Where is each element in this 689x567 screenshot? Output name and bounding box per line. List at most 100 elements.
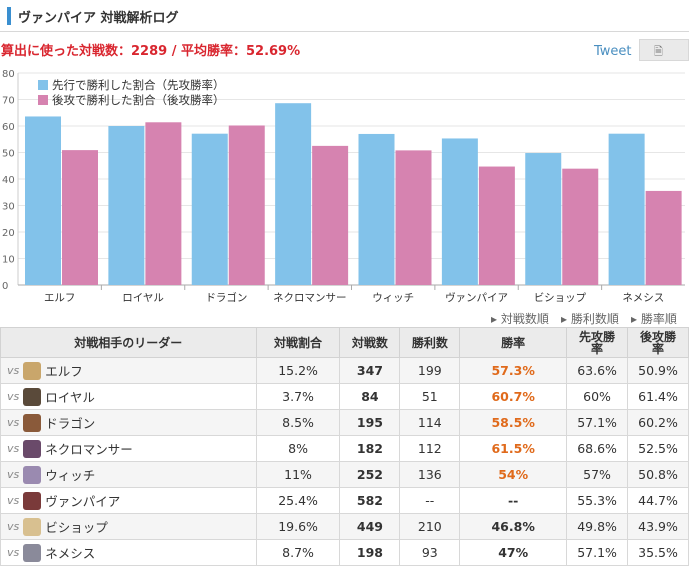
bar-second [228,125,265,285]
leader-cell[interactable]: vs ロイヤル [0,383,257,410]
col-header-winrate: 勝率 [459,327,568,358]
sort-by-winrate-link[interactable]: ▸ 勝率順 [631,312,677,326]
leader-cell[interactable]: vs ドラゴン [0,409,257,436]
leader-cell[interactable]: vs エルフ [0,357,257,384]
matches-cell: 252 [339,461,401,488]
wins-cell: 112 [399,435,461,462]
winrate-chart: 0 10 20 30 40 50 60 70 80 エルフ ロイヤル ドラゴン ネクロマンサー ウィッチ ヴ… [2,69,685,304]
share-cell: 15.2% [255,357,341,384]
second-winrate-cell: 35.5% [627,539,689,566]
legend-label: 後攻で勝利した割合（後攻勝率） [52,93,225,107]
matches-cell: 198 [339,539,401,566]
bar-second [62,150,98,285]
vs-label: vs [7,468,20,481]
wins-cell: 93 [399,539,461,566]
winrate-cell: 57.3% [459,357,568,384]
col-header-second-winrate: 後攻勝 率 [627,327,689,358]
sort-by-matches-link[interactable]: ▸ 対戦数順 [491,312,549,326]
leader-name: ネクロマンサー [45,442,133,457]
table-row: vs ロイヤル 3.7% 84 51 60.7% 60% 61.4% [0,383,689,410]
leader-name: ウィッチ [45,468,96,483]
leader-cell[interactable]: vs ネクロマンサー [0,435,257,462]
leader-name: ビショップ [45,520,108,535]
first-winrate-cell: 68.6% [566,435,629,462]
x-tick-label: ネメシス [622,292,664,304]
x-tick-label: ドラゴン [205,291,247,304]
vs-label: vs [7,416,20,429]
first-winrate-cell: 57.1% [566,539,629,566]
bar-first [191,133,228,285]
y-tick-label: 50 [2,149,15,160]
first-winrate-cell: 55.3% [566,487,629,514]
sort-by-wins-link[interactable]: ▸ 勝利数順 [561,312,619,326]
wins-cell: 136 [399,461,461,488]
wins-cell: 199 [399,357,461,384]
first-winrate-cell: 60% [566,383,629,410]
share-cell: 25.4% [255,487,341,514]
leader-cell[interactable]: vs ウィッチ [0,461,257,488]
winrate-cell: 60.7% [459,383,568,410]
table-row: vs エルフ 15.2% 347 199 57.3% 63.6% 50.9% [0,357,689,384]
share-button[interactable]: 🗎 [639,39,689,61]
share-cell: 8% [255,435,341,462]
bar-first [108,126,145,285]
wins-cell: 51 [399,383,461,410]
table-row: vs ヴァンパイア 25.4% 582 -- -- 55.3% 44.7% [0,487,689,514]
first-winrate-cell: 63.6% [566,357,629,384]
leader-avatar [23,543,42,562]
leader-avatar [23,361,42,380]
x-tick-label: ロイヤル [122,292,164,304]
wins-cell: 210 [399,513,461,540]
table-row: vs ウィッチ 11% 252 136 54% 57% 50.8% [0,461,689,488]
leader-avatar [23,413,42,432]
share-cell: 19.6% [255,513,341,540]
winrate-cell: 61.5% [459,435,568,462]
leader-name: ネメシス [45,546,96,561]
winrate-cell: 54% [459,461,568,488]
leader-cell[interactable]: vs ビショップ [0,513,257,540]
table-row: vs ネメシス 8.7% 198 93 47% 57.1% 35.5% [0,539,689,566]
wins-cell: 114 [399,409,461,436]
matches-cell: 84 [339,383,401,410]
leader-cell[interactable]: vs ヴァンパイア [0,487,257,514]
bar-first [441,138,478,285]
winrate-cell: 58.5% [459,409,568,436]
y-tick-label: 70 [2,96,15,107]
y-tick-label: 20 [2,228,15,239]
y-tick-label: 30 [2,202,15,213]
leader-cell[interactable]: vs ネメシス [0,539,257,566]
bar-first [525,153,562,285]
leader-name: エルフ [45,364,83,379]
winrate-cell: -- [459,487,568,514]
x-tick-label: ビショップ [534,292,587,304]
leader-name: ヴァンパイア [45,494,121,509]
summary-text: 算出に使った対戦数：2289 / 平均勝率：52.69% [1,44,301,59]
bar-second [145,122,182,285]
sort-links: ▸ 対戦数順 ▸ 勝利数順 ▸ 勝率順 [0,310,689,326]
bar-second [645,190,682,285]
leader-avatar [23,387,42,406]
vs-label: vs [7,442,20,455]
first-winrate-cell: 57.1% [566,409,629,436]
winrate-cell: 46.8% [459,513,568,540]
tweet-button[interactable]: Tweet [594,44,632,59]
vs-label: vs [7,546,20,559]
x-tick-label: ウィッチ [372,292,414,304]
legend-swatch [38,95,48,105]
col-header-share: 対戦割合 [255,327,341,358]
winrate-cell: 47% [459,539,568,566]
bar-first [25,116,61,286]
bar-second [562,168,599,285]
legend-swatch [38,80,48,90]
matchup-table: 対戦相手のリーダー 対戦割合 対戦数 勝利数 勝率 先攻勝 率 後攻勝 率 vs… [0,327,689,566]
bar-second [312,145,349,285]
leader-avatar [23,439,42,458]
matches-cell: 582 [339,487,401,514]
vs-label: vs [7,520,20,533]
share-cell: 8.7% [255,539,341,566]
leader-avatar [23,491,42,510]
page-icon: 🗎 [654,45,663,58]
x-tick-label: ネクロマンサー [273,292,347,304]
bar-second [478,166,515,285]
matches-cell: 347 [339,357,401,384]
